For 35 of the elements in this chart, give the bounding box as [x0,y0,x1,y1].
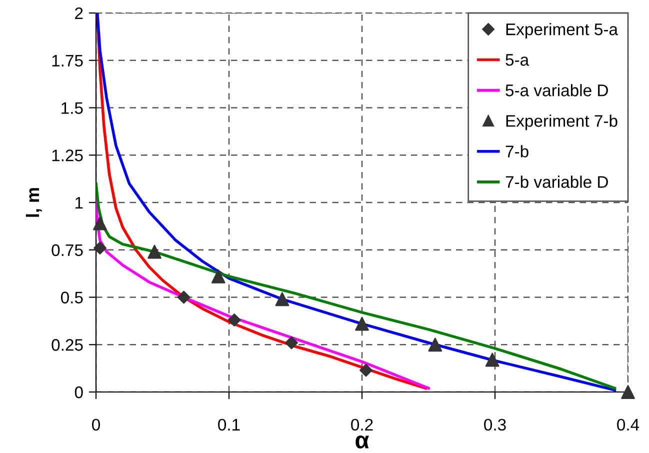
x-tick-label: 0.4 [617,418,640,431]
x-axis-title: α [356,436,370,448]
point [94,242,106,254]
point [360,364,372,377]
point [211,269,226,284]
y-axis-title: l, m [26,188,42,217]
point [93,216,107,230]
x-tick-label: 0.2 [351,418,373,431]
y-tick-label: 0 [74,386,83,398]
y-tick-label: 1.5 [62,102,83,114]
y-tick-label: 1.25 [52,150,83,162]
point [148,244,162,259]
legend-label: Experiment 5-a [506,23,618,39]
legend-label: 5-a [506,54,530,66]
y-tick-label: 1.75 [52,54,83,67]
legend-label: 7-b variable D [506,176,608,188]
point [177,290,190,304]
point [285,336,298,350]
legend-label: 5-a variable D [506,84,608,96]
point [355,316,369,331]
y-tick-label: 2 [75,7,83,20]
legend-label: 7-b [506,145,528,158]
point [428,338,442,352]
x-tick-label: 0.3 [484,418,506,431]
x-tick-label: 0 [92,418,100,431]
point [485,352,500,367]
y-tick-label: 0.75 [52,244,83,256]
point [621,385,635,399]
y-tick-label: 0.5 [60,292,83,304]
x-tick-label: 0.1 [218,418,240,431]
point [275,292,290,306]
legend-label: Experiment 7-b [506,114,618,130]
y-tick-label: 1 [76,197,83,209]
y-tick-label: 0.25 [52,339,83,351]
point [228,314,241,326]
